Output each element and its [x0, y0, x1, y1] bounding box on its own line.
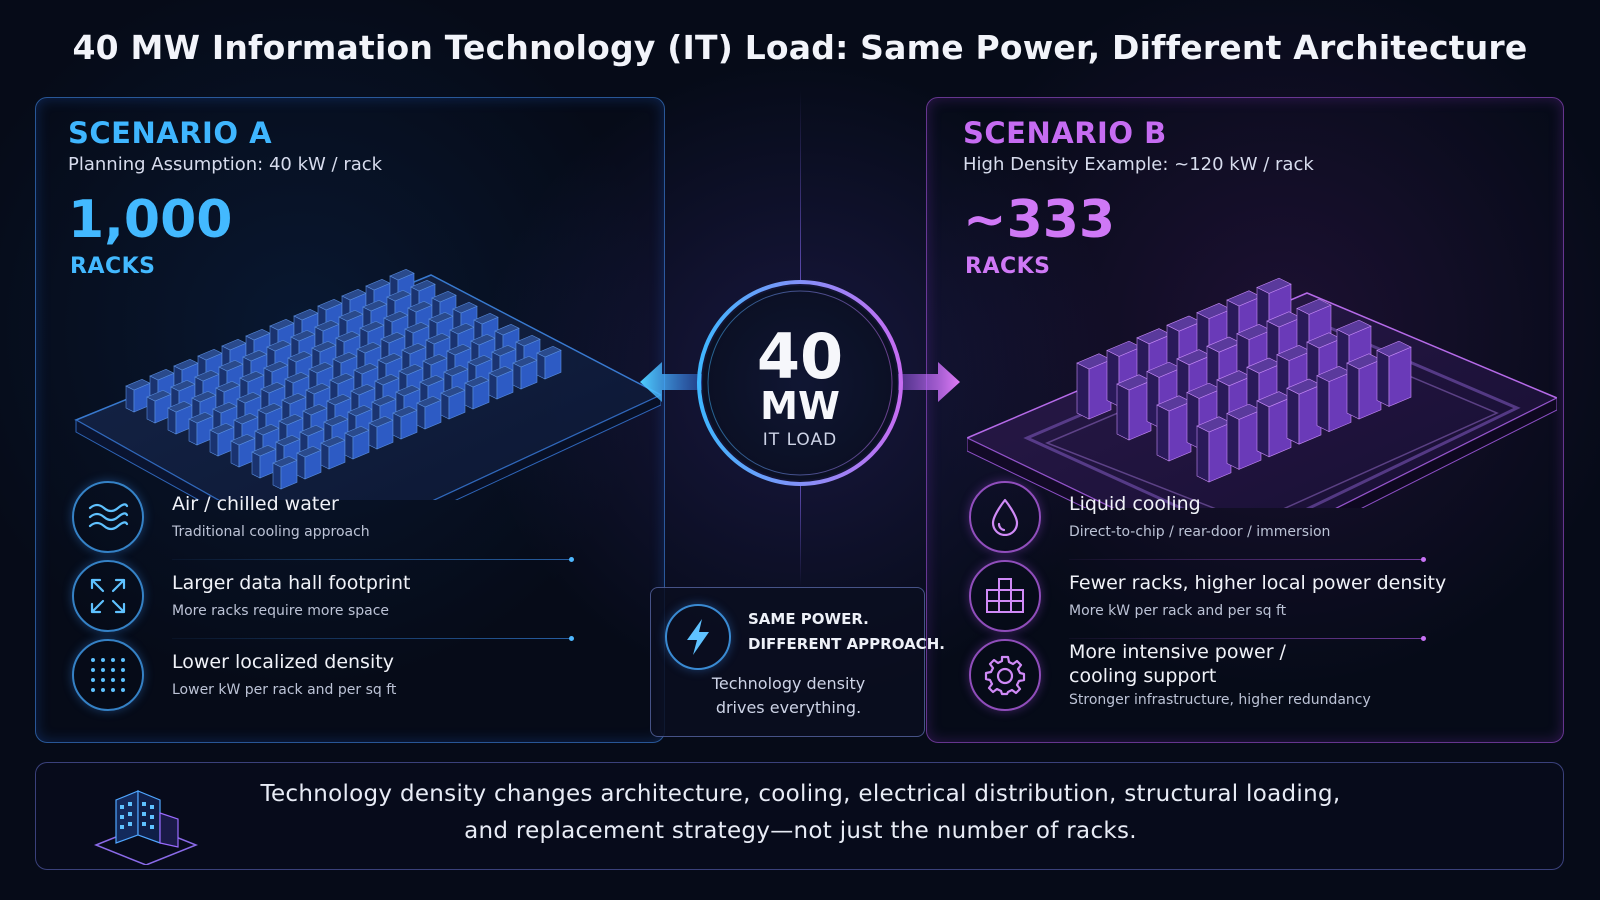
scenario-b-rack-unit: RACKS — [965, 254, 1051, 279]
feature-liquid-cooling: Liquid cooling Direct-to-chip / rear-doo… — [969, 481, 1489, 562]
feature-air-cooling: Air / chilled water Traditional cooling … — [72, 481, 592, 562]
feature-subtitle: Traditional cooling approach — [172, 524, 370, 540]
center-divider-bottom — [800, 486, 801, 586]
footer-line1: Technology density changes architecture,… — [260, 781, 1341, 807]
stacked-blocks-icon — [969, 560, 1041, 632]
center-ring — [700, 283, 900, 483]
feature-subtitle: Direct-to-chip / rear-door / immersion — [1069, 524, 1331, 540]
building-icon — [93, 790, 199, 865]
waves-icon — [72, 481, 144, 553]
droplet-icon — [969, 481, 1041, 553]
high-density-hall-illustration — [967, 277, 1557, 508]
callout-line1: SAME POWER. — [748, 610, 869, 628]
lightning-icon — [665, 604, 731, 670]
callout-sub1: Technology density — [711, 674, 866, 693]
scenario-b-subtitle: High Density Example: ~120 kW / rack — [963, 154, 1314, 175]
expand-arrows-icon — [72, 560, 144, 632]
feature-title: Fewer racks, higher local power density — [1069, 572, 1447, 594]
feature-fewer-racks: Fewer racks, higher local power density … — [969, 560, 1489, 641]
scenario-b-rack-count: ~333 — [963, 190, 1116, 250]
page-title: 40 MW Information Technology (IT) Load: … — [72, 28, 1528, 67]
center-arrows — [640, 362, 960, 402]
center-power-label: IT LOAD — [762, 430, 838, 450]
feature-title: Air / chilled water — [172, 493, 339, 515]
feature-divider — [1069, 636, 1426, 641]
feature-divider — [1069, 557, 1426, 562]
center-ring-outline — [697, 280, 903, 486]
gear-icon — [969, 639, 1041, 711]
center-callout-box: SAME POWER. DIFFERENT APPROACH. Technolo… — [650, 587, 945, 737]
scenario-a-rack-count: 1,000 — [68, 190, 233, 250]
center-power-value: 40 — [756, 320, 844, 393]
left-arrow-icon — [640, 362, 702, 402]
feature-subtitle: Stronger infrastructure, higher redundan… — [1069, 692, 1371, 708]
scenario-a-subtitle: Planning Assumption: 40 kW / rack — [68, 154, 383, 175]
dense-rack-hall-illustration — [74, 268, 661, 500]
scenario-a-panel: SCENARIO A Planning Assumption: 40 kW / … — [35, 97, 665, 743]
center-divider-top — [800, 90, 801, 280]
feature-title-line1: More intensive power / — [1069, 641, 1286, 663]
feature-lower-density: Lower localized density Lower kW per rac… — [72, 639, 592, 711]
feature-intensive-support: More intensive power / cooling support S… — [969, 639, 1489, 711]
feature-title: Liquid cooling — [1069, 493, 1201, 515]
callout-line2: DIFFERENT APPROACH. — [748, 635, 945, 653]
scenario-a-title: SCENARIO A — [68, 116, 273, 150]
dot-grid-icon — [72, 639, 144, 711]
feature-subtitle: More kW per rack and per sq ft — [1069, 603, 1287, 619]
feature-divider — [172, 557, 574, 562]
footer-line2: and replacement strategy—not just the nu… — [464, 818, 1137, 844]
feature-subtitle: More racks require more space — [172, 603, 390, 619]
callout-sub2: drives everything. — [715, 698, 862, 717]
scenario-a-rack-unit: RACKS — [70, 254, 156, 279]
center-power-unit: MW — [760, 384, 840, 428]
scenario-b-panel: SCENARIO B High Density Example: ~120 kW… — [926, 97, 1564, 743]
footer-banner: Technology density changes architecture,… — [35, 762, 1564, 870]
feature-divider — [172, 636, 574, 641]
feature-title-line2: cooling support — [1069, 665, 1217, 687]
feature-title: Lower localized density — [172, 651, 394, 673]
feature-subtitle: Lower kW per rack and per sq ft — [172, 682, 397, 698]
right-arrow-icon — [898, 362, 960, 402]
feature-larger-footprint: Larger data hall footprint More racks re… — [72, 560, 592, 641]
scenario-b-title: SCENARIO B — [963, 116, 1167, 150]
feature-title: Larger data hall footprint — [172, 572, 411, 594]
